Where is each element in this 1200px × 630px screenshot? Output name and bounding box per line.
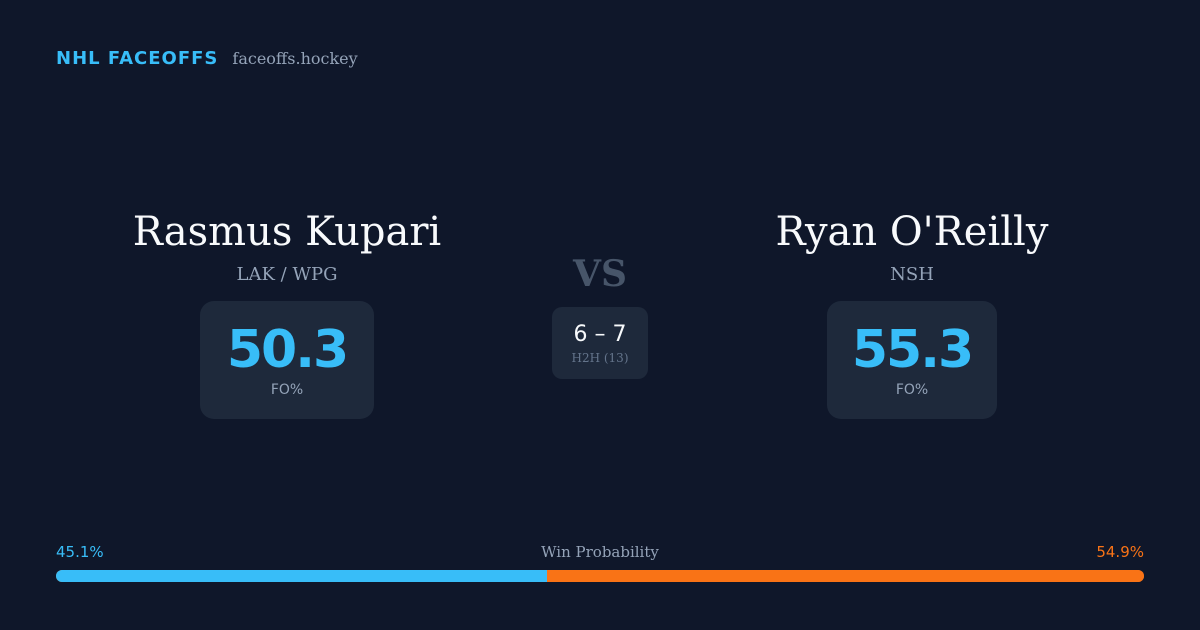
left-player-panel: Rasmus Kupari LAK / WPG 50.3 FO% <box>87 206 487 419</box>
head-to-head-label: H2H (13) <box>571 351 629 365</box>
right-player-name: Ryan O'Reilly <box>775 209 1049 255</box>
left-faceoff-label: FO% <box>270 382 304 398</box>
brand-header: NHL FACEOFFS faceoffs.hockey <box>56 48 358 69</box>
left-faceoff-card: 50.3 FO% <box>200 301 374 419</box>
brand-name: NHL FACEOFFS <box>56 48 219 69</box>
vs-label: VS <box>573 253 627 295</box>
brand-domain: faceoffs.hockey <box>232 49 358 68</box>
win-probability-right-pct: 54.9% <box>1096 543 1144 561</box>
right-faceoff-card: 55.3 FO% <box>827 301 997 419</box>
head-to-head-card: 6 – 7 H2H (13) <box>552 307 648 379</box>
win-probability-left-fill <box>56 570 547 582</box>
win-probability-title: Win Probability <box>541 543 659 561</box>
left-player-name: Rasmus Kupari <box>132 209 442 255</box>
right-player-panel: Ryan O'Reilly NSH 55.3 FO% <box>712 206 1112 419</box>
left-faceoff-pct: 50.3 <box>226 320 349 380</box>
right-faceoff-pct: 55.3 <box>851 320 974 380</box>
win-probability-bar <box>56 570 1144 582</box>
right-player-team: NSH <box>890 264 934 285</box>
right-faceoff-label: FO% <box>895 382 929 398</box>
left-player-team: LAK / WPG <box>236 264 338 285</box>
win-probability-right-fill <box>546 570 1144 582</box>
head-to-head-score: 6 – 7 <box>573 322 627 347</box>
win-probability-left-pct: 45.1% <box>56 543 104 561</box>
